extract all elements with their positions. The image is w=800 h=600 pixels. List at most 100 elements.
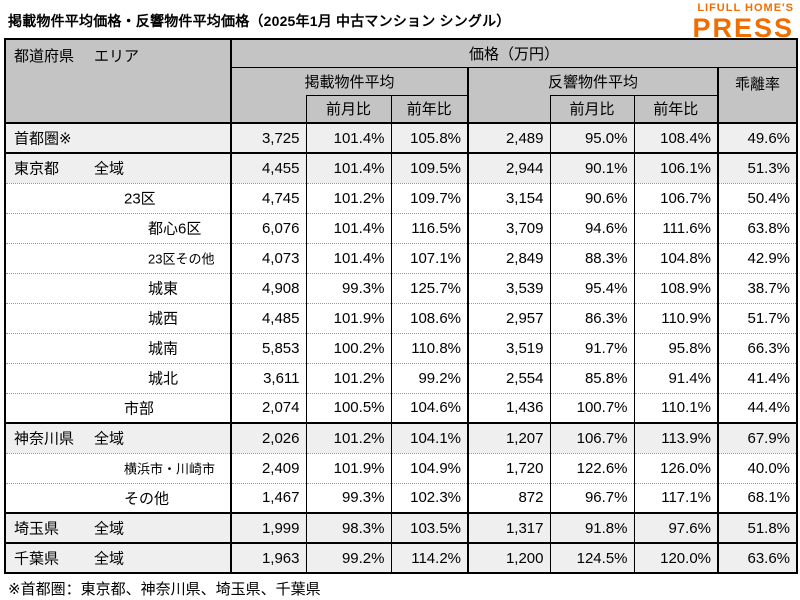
row-divergence: 68.1% [716,482,798,513]
row-label-cell: 東京都 全域 [4,152,232,183]
row-response-price: 2,957 [467,302,551,333]
header-response-group: 反響物件平均 [467,66,719,95]
row-area: 城西 [148,310,179,328]
header-area-label: エリア [94,48,140,65]
row-response-price: 1,436 [467,392,551,423]
row-area: 全域 [94,550,125,568]
table-row: 23区 4,745 101.2% 109.7% 3,154 90.6% 106.… [4,182,798,213]
row-listed-yoy: 109.7% [390,182,469,213]
row-listed-mom: 101.9% [305,302,392,333]
row-area: 都心6区 [148,220,202,238]
row-label-cell: その他 [4,482,232,513]
table-row: 城東 4,908 99.3% 125.7% 3,539 95.4% 108.9%… [4,272,798,303]
row-response-mom: 100.7% [549,392,635,423]
row-response-yoy: 108.4% [633,122,719,153]
row-listed-price: 1,963 [230,542,307,573]
row-listed-price: 5,853 [230,332,307,363]
row-listed-mom: 101.2% [305,422,392,453]
row-listed-price: 6,076 [230,212,307,243]
row-area: 城南 [148,340,179,358]
price-table: 都道府県 エリア 価格（万円） 掲載物件平均 反響物件平均 乖離率 前月比 前年… [4,38,799,574]
row-area: その他 [124,490,170,508]
table-row: 東京都 全域 4,455 101.4% 109.5% 2,944 90.1% 1… [4,152,798,183]
row-listed-price: 3,611 [230,362,307,393]
row-listed-price: 2,409 [230,452,307,483]
row-response-mom: 95.0% [549,122,635,153]
header-pref-label: 都道府県 [14,48,75,65]
header-yoy-listed: 前年比 [390,94,469,124]
row-listed-mom: 99.2% [305,542,392,573]
row-listed-mom: 101.2% [305,182,392,213]
row-listed-yoy: 99.2% [390,362,469,393]
row-response-mom: 90.1% [549,152,635,183]
row-response-mom: 91.7% [549,332,635,363]
table-row: 城西 4,485 101.9% 108.6% 2,957 86.3% 110.9… [4,302,798,333]
row-listed-yoy: 102.3% [390,482,469,513]
row-listed-yoy: 104.9% [390,452,469,483]
row-response-mom: 91.8% [549,512,635,543]
row-response-yoy: 111.6% [633,212,719,243]
header-divergence: 乖離率 [716,66,798,124]
footnote: ※首都圏：東京都、神奈川県、埼玉県、千葉県 [8,581,321,598]
row-area: 全域 [94,430,125,448]
row-label-cell: 23区 [4,182,232,213]
header-spacer [467,95,551,124]
row-prefecture: 神奈川県 [14,430,75,448]
row-response-yoy: 104.8% [633,242,719,273]
row-listed-mom: 99.3% [305,482,392,513]
row-area: 城北 [148,370,179,388]
row-response-price: 1,200 [467,542,551,573]
row-listed-mom: 99.3% [305,272,392,303]
row-divergence: 63.6% [716,542,798,573]
row-divergence: 51.7% [716,302,798,333]
row-label-cell: 城南 [4,332,232,363]
row-prefecture: 埼玉県 [14,520,60,538]
row-area: 全域 [94,160,125,178]
row-listed-price: 2,026 [230,422,307,453]
row-listed-price: 2,074 [230,392,307,423]
row-label-cell: 市部 [4,392,232,423]
row-response-mom: 85.8% [549,362,635,393]
row-divergence: 41.4% [716,362,798,393]
table-row: 千葉県 全域 1,963 99.2% 114.2% 1,200 124.5% 1… [4,542,798,573]
row-response-yoy: 108.9% [633,272,719,303]
row-response-mom: 124.5% [549,542,635,573]
row-response-price: 3,709 [467,212,551,243]
row-response-yoy: 91.4% [633,362,719,393]
row-listed-price: 4,485 [230,302,307,333]
row-listed-price: 1,999 [230,512,307,543]
table-row: その他 1,467 99.3% 102.3% 872 96.7% 117.1% … [4,482,798,513]
row-response-price: 2,554 [467,362,551,393]
row-listed-mom: 101.4% [305,212,392,243]
row-prefecture: 東京都 [14,160,60,178]
table-row: 神奈川県 全域 2,026 101.2% 104.1% 1,207 106.7%… [4,422,798,453]
row-response-yoy: 126.0% [633,452,719,483]
row-response-mom: 94.6% [549,212,635,243]
row-response-yoy: 110.1% [633,392,719,423]
table-row: 埼玉県 全域 1,999 98.3% 103.5% 1,317 91.8% 97… [4,512,798,543]
header-mom-response: 前月比 [549,94,635,124]
row-response-mom: 86.3% [549,302,635,333]
row-listed-yoy: 104.6% [390,392,469,423]
row-listed-mom: 101.9% [305,452,392,483]
lifull-homes-press-logo: LIFULL HOME'S PRESS [692,3,794,42]
row-divergence: 49.6% [716,122,798,153]
row-response-yoy: 113.9% [633,422,719,453]
table-row: 城北 3,611 101.2% 99.2% 2,554 85.8% 91.4% … [4,362,798,393]
row-area: 23区その他 [148,251,215,267]
row-response-yoy: 117.1% [633,482,719,513]
header-mom-listed: 前月比 [305,94,392,124]
header-spacer [230,95,307,124]
row-response-price: 1,720 [467,452,551,483]
row-response-mom: 90.6% [549,182,635,213]
row-response-price: 3,154 [467,182,551,213]
row-listed-yoy: 125.7% [390,272,469,303]
row-listed-mom: 101.2% [305,362,392,393]
header-pref-area: 都道府県 エリア [4,38,232,124]
row-response-mom: 96.7% [549,482,635,513]
row-area: 23区 [124,190,156,208]
row-label-cell: 都心6区 [4,212,232,243]
row-listed-price: 4,073 [230,242,307,273]
row-response-price: 1,317 [467,512,551,543]
row-response-yoy: 95.8% [633,332,719,363]
